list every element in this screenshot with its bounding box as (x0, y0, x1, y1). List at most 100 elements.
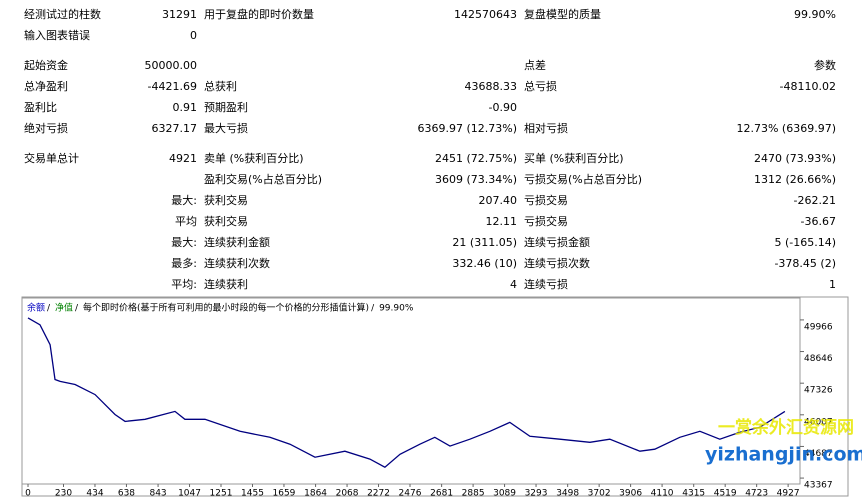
x-tick-label: 1251 (210, 489, 233, 499)
balance-line (27, 317, 786, 468)
stat-label: 盈利比 (24, 101, 57, 114)
stat-label: 复盘模型的质量 (524, 8, 601, 21)
stat-label: 连续亏损次数 (524, 257, 590, 270)
x-tick-label: 3498 (556, 489, 579, 499)
stat-label: 起始资金 (24, 59, 68, 72)
legend-item: 净值 (55, 302, 73, 314)
stat-value: 4 (510, 278, 517, 291)
stat-label: 用于复盘的即时价数量 (204, 8, 314, 21)
stat-value: 最大: (171, 194, 197, 207)
stat-label: 买单 (%获利百分比) (524, 152, 624, 165)
x-tick-label: 434 (86, 489, 103, 499)
x-tick-label: 0 (25, 489, 31, 499)
y-tick-label: 46007 (804, 417, 833, 427)
x-tick-label: 4110 (651, 489, 674, 499)
stat-label: 获利交易 (204, 194, 248, 207)
x-tick-label: 2476 (399, 489, 422, 499)
x-tick-label: 638 (118, 489, 135, 499)
stat-value: 99.90% (794, 8, 836, 21)
x-tick-label: 1659 (273, 489, 296, 499)
stat-value: -378.45 (2) (774, 257, 836, 270)
stat-label: 卖单 (%获利百分比) (204, 152, 304, 165)
stat-value: 21 (311.05) (452, 236, 517, 249)
stat-value: 0 (190, 29, 197, 42)
stat-value: 6369.97 (12.73%) (417, 122, 517, 135)
stat-label: 连续获利金额 (204, 236, 270, 249)
y-tick-label: 43367 (804, 481, 833, 491)
stat-value: 6327.17 (151, 122, 198, 135)
plot-area (21, 297, 801, 485)
stat-label: 预期盈利 (204, 101, 248, 114)
legend-separator: / (75, 304, 79, 314)
stat-label: 总亏损 (524, 80, 557, 93)
stat-value: 1 (829, 278, 836, 291)
stat-label: 连续获利次数 (204, 257, 270, 270)
x-tick-label: 4723 (745, 489, 768, 499)
x-tick-label: 3089 (493, 489, 516, 499)
x-tick-label: 2272 (367, 489, 390, 499)
x-tick-label: 4519 (714, 489, 737, 499)
watermark: 一赏余外汇资源网 (718, 417, 854, 438)
stat-value: 0.91 (172, 101, 198, 114)
stat-value: 5 (-165.14) (774, 236, 836, 249)
stat-label: 总净盈利 (24, 80, 68, 93)
legend-item: 每个即时价格(基于所有可利用的最小时段的每一个价格的分形插值计算) (83, 302, 369, 314)
x-tick-label: 2681 (430, 489, 453, 499)
legend-item: 余额 (27, 302, 45, 314)
y-tick-label: 47326 (804, 386, 833, 396)
stat-label: 亏损交易 (524, 194, 568, 207)
stat-label: 盈利交易(%占总百分比) (204, 173, 323, 186)
stat-value: 43688.33 (464, 80, 518, 93)
stat-value: 2451 (72.75%) (434, 152, 517, 165)
x-tick-label: 4315 (682, 489, 705, 499)
stat-value: 50000.00 (144, 59, 198, 72)
x-tick-label: 2068 (336, 489, 359, 499)
stat-value: -262.21 (793, 194, 836, 207)
y-tick-label: 49966 (804, 322, 833, 332)
stat-label: 连续亏损 (524, 278, 568, 291)
stat-value: -4421.69 (147, 80, 197, 93)
stat-value: -36.67 (800, 215, 836, 228)
stat-value: 3609 (73.34%) (434, 173, 517, 186)
stat-value: 2470 (73.93%) (753, 152, 836, 165)
x-tick-label: 1047 (178, 489, 201, 499)
x-tick-label: 230 (55, 489, 72, 499)
y-tick-label: 44687 (804, 449, 833, 459)
stat-label: 亏损交易(%占总百分比) (524, 173, 643, 186)
stat-label: 绝对亏损 (24, 122, 68, 135)
stat-label: 点差 (524, 59, 546, 72)
stat-label: 最大亏损 (204, 122, 248, 135)
legend-separator: / (371, 304, 375, 314)
x-tick-label: 1864 (304, 489, 327, 499)
stat-label: 经测试过的柱数 (24, 8, 101, 21)
stat-label: 连续亏损金额 (524, 236, 590, 249)
stat-label: 获利交易 (204, 215, 248, 228)
stat-label: 交易单总计 (24, 152, 79, 165)
stat-value: 12.11 (485, 215, 518, 228)
stat-value: 最多: (171, 257, 197, 270)
stat-label: 亏损交易 (524, 215, 568, 228)
stat-value: 332.46 (10) (452, 257, 517, 270)
stat-value: -0.90 (488, 101, 517, 114)
stat-value: 31291 (162, 8, 197, 21)
x-tick-label: 3702 (588, 489, 611, 499)
stat-value: 参数 (814, 59, 836, 72)
stat-label: 连续获利 (204, 278, 248, 291)
x-tick-label: 4927 (777, 489, 800, 499)
stat-label: 总获利 (204, 80, 237, 93)
legend-item: 99.90% (379, 304, 414, 314)
watermark: yizhangjin.com (705, 444, 862, 466)
x-tick-label: 1455 (241, 489, 264, 499)
stat-value: -48110.02 (779, 80, 836, 93)
legend-separator: / (47, 304, 51, 314)
y-tick-label: 48646 (804, 354, 833, 364)
stat-value: 平均: (171, 278, 197, 291)
stat-value: 142570643 (454, 8, 517, 21)
x-tick-label: 2885 (462, 489, 485, 499)
stat-label: 相对亏损 (524, 122, 568, 135)
stat-value: 1312 (26.66%) (753, 173, 836, 186)
x-tick-label: 3906 (619, 489, 642, 499)
x-tick-label: 843 (149, 489, 166, 499)
